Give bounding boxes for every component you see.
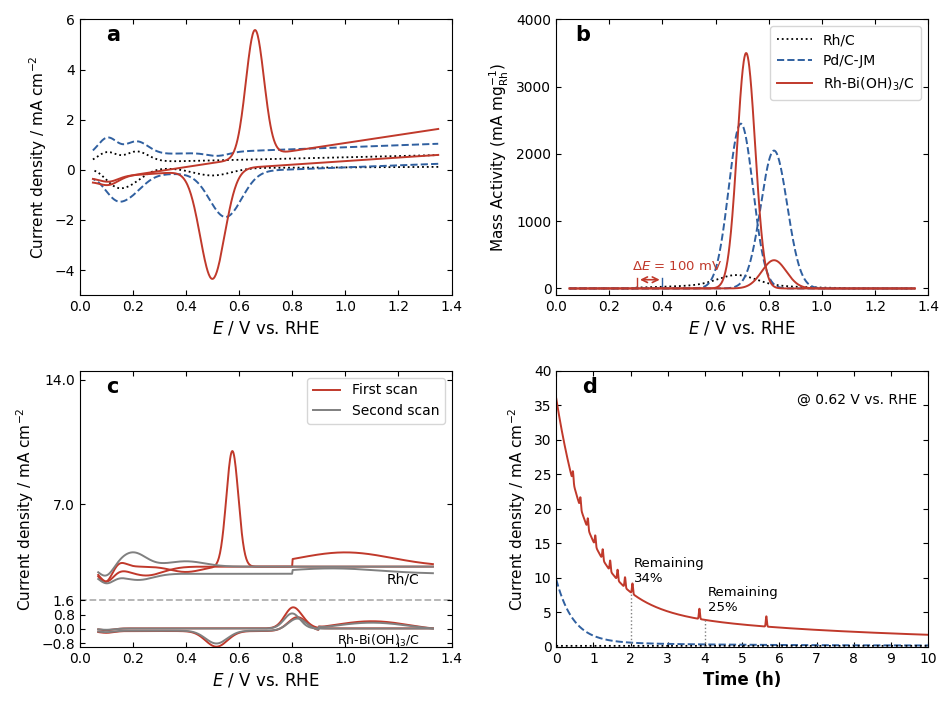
- Text: Remaining
34%: Remaining 34%: [633, 557, 704, 586]
- Legend: First scan, Second scan: First scan, Second scan: [307, 378, 444, 424]
- Rh-Bi(OH)$_3$/C: [703, 284, 714, 292]
- Pd/C-JM: [703, 278, 714, 287]
- Rh-Bi(OH)$_3$/C: [599, 284, 610, 292]
- Rh/C: [599, 284, 610, 292]
- Rh-Bi(OH)$_3$/C: [801, 284, 812, 292]
- Rh-Bi(OH)$_3$/C: [833, 284, 844, 292]
- Text: @ 0.62 V vs. RHE: @ 0.62 V vs. RHE: [796, 393, 916, 407]
- Rh/C: [715, 273, 726, 282]
- Text: Remaining
25%: Remaining 25%: [707, 586, 778, 614]
- Legend: Rh/C, Pd/C-JM, Rh-Bi(OH)$_3$/C: Rh/C, Pd/C-JM, Rh-Bi(OH)$_3$/C: [769, 26, 921, 100]
- Text: $\Delta E$ = 100 mV: $\Delta E$ = 100 mV: [631, 259, 722, 273]
- Text: Rh-Bi(OH)$_3$/C: Rh-Bi(OH)$_3$/C: [337, 633, 419, 650]
- Y-axis label: Current density / mA cm$^{-2}$: Current density / mA cm$^{-2}$: [27, 56, 49, 259]
- Rh/C: [801, 283, 812, 291]
- Pd/C-JM: [801, 284, 812, 292]
- Line: Rh/C: Rh/C: [569, 275, 914, 288]
- Y-axis label: Current density / mA cm$^{-2}$: Current density / mA cm$^{-2}$: [506, 407, 527, 611]
- Text: c: c: [106, 377, 118, 397]
- Text: d: d: [582, 377, 597, 397]
- Rh/C: [730, 271, 742, 279]
- Rh-Bi(OH)$_3$/C: [740, 49, 751, 57]
- Y-axis label: Current density / mA cm$^{-2}$: Current density / mA cm$^{-2}$: [14, 407, 35, 611]
- Text: Rh/C: Rh/C: [387, 572, 419, 586]
- Rh/C: [833, 284, 844, 292]
- Rh-Bi(OH)$_3$/C: [564, 284, 575, 292]
- Pd/C-JM: [839, 284, 850, 292]
- X-axis label: $\it{E}$ / V vs. RHE: $\it{E}$ / V vs. RHE: [211, 320, 319, 337]
- Rh-Bi(OH)$_3$/C: [715, 278, 726, 287]
- Pd/C-JM: [908, 284, 920, 292]
- Pd/C-JM: [715, 237, 726, 245]
- Pd/C-JM: [833, 284, 844, 292]
- Rh/C: [908, 284, 920, 292]
- X-axis label: $\it{E}$ / V vs. RHE: $\it{E}$ / V vs. RHE: [211, 671, 319, 689]
- Rh/C: [839, 284, 850, 292]
- Pd/C-JM: [599, 284, 610, 292]
- Pd/C-JM: [735, 120, 746, 128]
- Pd/C-JM: [564, 284, 575, 292]
- Line: Rh-Bi(OH)$_3$/C: Rh-Bi(OH)$_3$/C: [569, 53, 914, 288]
- Rh-Bi(OH)$_3$/C: [908, 284, 920, 292]
- Rh/C: [564, 284, 575, 292]
- Text: b: b: [574, 25, 589, 46]
- X-axis label: $\it{E}$ / V vs. RHE: $\it{E}$ / V vs. RHE: [687, 320, 795, 337]
- X-axis label: Time (h): Time (h): [703, 671, 781, 689]
- Text: a: a: [106, 25, 120, 46]
- Rh-Bi(OH)$_3$/C: [839, 284, 850, 292]
- Line: Pd/C-JM: Pd/C-JM: [569, 124, 914, 288]
- Rh/C: [703, 278, 714, 286]
- Y-axis label: Mass Activity (mA mg$_{\rm{Rh}}^{-1}$): Mass Activity (mA mg$_{\rm{Rh}}^{-1}$): [487, 63, 510, 252]
